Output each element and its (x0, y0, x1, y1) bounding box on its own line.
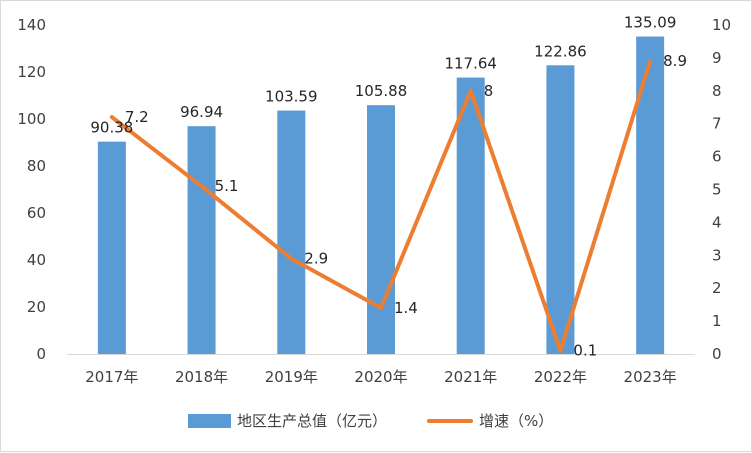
bar (97, 141, 126, 354)
bar-data-label: 135.09 (624, 14, 677, 32)
bars-layer (97, 36, 665, 355)
x-tick-label: 2021年 (444, 368, 497, 386)
y-left-tick-label: 20 (27, 298, 46, 316)
y-right-tick-label: 1 (712, 312, 722, 330)
y-right-tick-label: 5 (712, 181, 722, 199)
bar-data-label: 122.86 (534, 42, 587, 60)
line-data-label: 7.2 (125, 108, 149, 126)
line-data-label: 0.1 (573, 342, 597, 360)
x-tick-label: 2020年 (354, 368, 407, 386)
bar (367, 105, 395, 354)
bar-data-label: 90.38 (90, 119, 133, 137)
line-layer (109, 59, 653, 353)
y-right-tick-label: 7 (712, 115, 722, 133)
growth-rate-line (109, 59, 653, 353)
data-labels-layer: 90.38 96.94 103.59 105.88 117.64 122.86 135.09… (90, 14, 687, 360)
bar (277, 110, 306, 354)
y-left-tick-label: 100 (17, 110, 46, 128)
x-tick-label: 2017年 (85, 368, 138, 386)
bar (636, 36, 665, 354)
y-right-tick-label: 3 (712, 246, 722, 264)
line-data-label: 2.9 (304, 250, 328, 268)
y-right-tick-label: 4 (712, 213, 722, 231)
y-left-tick-label: 40 (27, 251, 46, 269)
y-right-tick-label: 10 (712, 16, 731, 34)
y-left-tick-label: 60 (27, 204, 46, 222)
bar (546, 65, 575, 355)
bar (187, 126, 216, 354)
line-data-label: 5.1 (215, 177, 239, 195)
x-tick-label: 2023年 (624, 368, 677, 386)
y-right-tick-label: 2 (712, 279, 722, 297)
legend-swatch-bar (188, 414, 231, 428)
legend-label-bar: 地区生产总值（亿元） (237, 412, 387, 430)
bar-data-label: 117.64 (444, 55, 497, 73)
x-tick-label: 2022年 (534, 368, 587, 386)
x-tick-label: 2019年 (265, 368, 318, 386)
x-tick-label: 2018年 (175, 368, 228, 386)
y-right-tick-label: 6 (712, 148, 722, 166)
line-data-label: 8 (484, 82, 494, 100)
line-data-label: 1.4 (394, 299, 418, 317)
y-left-tick-label: 120 (17, 63, 46, 81)
axes-layer: 0 20 40 60 80 100 120 140 0 1 2 3 4 5 6 7 8 9 10 2017年 2018年… (17, 16, 731, 386)
y-right-tick-label: 9 (712, 49, 722, 67)
bar-data-label: 96.94 (180, 103, 223, 121)
y-right-tick-label: 8 (712, 82, 722, 100)
y-left-tick-label: 0 (36, 345, 46, 363)
y-right-tick-label: 0 (712, 345, 722, 363)
bar-data-label: 105.88 (355, 82, 408, 100)
y-left-tick-label: 140 (17, 16, 46, 34)
y-left-tick-label: 80 (27, 157, 46, 175)
line-data-label: 8.9 (663, 52, 687, 70)
bar-data-label: 103.59 (265, 88, 318, 106)
legend: 地区生产总值（亿元） 增速（%） (188, 412, 553, 430)
legend-label-line: 增速（%） (479, 412, 553, 430)
